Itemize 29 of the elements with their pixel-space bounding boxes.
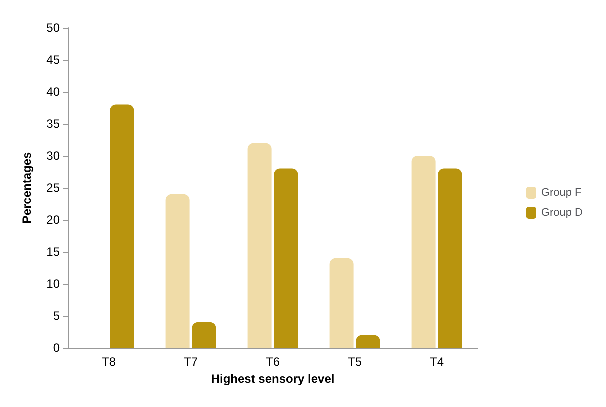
y-axis-title: Percentages [20, 152, 34, 224]
legend-label: Group F [541, 187, 582, 199]
y-tick-label: 5 [53, 309, 60, 323]
x-tick-label: T5 [348, 355, 362, 369]
x-tick-label: T8 [102, 355, 116, 369]
bar [166, 194, 190, 348]
y-tick-label: 35 [46, 117, 60, 131]
x-tick-label: T7 [184, 355, 198, 369]
y-tick-label: 15 [46, 245, 60, 259]
y-tick-label: 40 [46, 85, 60, 99]
bar [356, 335, 380, 348]
bar [274, 168, 298, 348]
bar [330, 258, 354, 348]
x-axis-title: Highest sensory level [211, 372, 335, 386]
legend-label: Group D [541, 207, 584, 219]
x-tick-label: T6 [266, 355, 280, 369]
y-tick-label: 45 [46, 53, 60, 67]
bar [412, 156, 436, 348]
bar [192, 322, 216, 348]
y-tick-label: 50 [46, 21, 60, 35]
y-tick-label: 0 [53, 341, 60, 355]
y-tick-label: 10 [46, 277, 60, 291]
bar [248, 143, 272, 348]
y-tick-label: 20 [46, 213, 60, 227]
y-tick-label: 30 [46, 149, 60, 163]
y-tick-label: 25 [46, 181, 60, 195]
bar [438, 168, 462, 348]
bar [110, 104, 134, 348]
x-tick-label: T4 [430, 355, 444, 369]
